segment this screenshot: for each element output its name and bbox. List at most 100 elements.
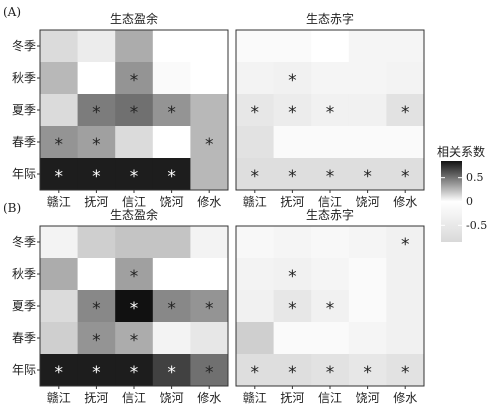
- heatmap-cell: [386, 94, 425, 127]
- heatmap-cell: [77, 62, 116, 95]
- significance-star: *: [130, 299, 139, 319]
- heatmap-cell: [40, 290, 78, 323]
- significance-star: *: [251, 363, 260, 383]
- significance-star: *: [55, 167, 64, 187]
- heatmap-cell: [236, 94, 274, 127]
- heatmap-cell: [152, 258, 191, 291]
- heatmap-cell: [348, 126, 387, 159]
- y-tick-label: 年际: [12, 363, 36, 377]
- heatmap-cell: [386, 62, 425, 95]
- heatmap-cell: [190, 290, 229, 323]
- heatmap-cell: [115, 322, 154, 355]
- heatmap-cell: [348, 30, 387, 63]
- facet-deficit: 生态赤字 * * * * * * * * * * 赣江 抚河 信江 饶河 修水: [235, 11, 425, 209]
- heatmap-cell: [77, 226, 116, 259]
- heatmap-cell: [40, 30, 78, 63]
- y-tick-label: 夏季: [12, 103, 36, 117]
- panel-label: (B): [3, 201, 21, 215]
- significance-star: *: [130, 363, 139, 383]
- heatmap-cell: [348, 226, 387, 259]
- heatmap-cell: [386, 354, 425, 387]
- heatmap-cell: [273, 322, 312, 355]
- heatmap-cell: [386, 258, 425, 291]
- colorbar-legend: 相关系数 0.5 0 -0.5: [437, 144, 487, 242]
- significance-star: *: [363, 167, 372, 187]
- significance-star: *: [167, 363, 176, 383]
- significance-star: *: [92, 135, 101, 155]
- heatmap-cell: [273, 158, 312, 191]
- significance-star: *: [288, 267, 297, 287]
- significance-star: *: [167, 299, 176, 319]
- heatmap-cell: [152, 226, 191, 259]
- heatmap-cell: [190, 258, 229, 291]
- x-tick-label: 赣江: [243, 391, 267, 405]
- heatmap-cell: [115, 354, 154, 387]
- heatmap-cell: [40, 226, 78, 259]
- heatmap-cell: [77, 354, 116, 387]
- significance-star: *: [92, 363, 101, 383]
- heatmap-cell: [77, 290, 116, 323]
- heatmap-cell: [236, 322, 274, 355]
- heatmap-cell: [152, 158, 191, 191]
- heatmap-cell: [273, 290, 312, 323]
- significance-star: *: [55, 135, 64, 155]
- heatmap-cell: [348, 62, 387, 95]
- heatmap-cell: [386, 322, 425, 355]
- heatmap-cell: [311, 94, 350, 127]
- panel-label: (A): [3, 5, 21, 19]
- significance-star: *: [401, 103, 410, 123]
- heatmap-cell: [273, 30, 312, 63]
- heatmap-cell: [190, 354, 229, 387]
- heatmap-cell: [348, 258, 387, 291]
- heatmap-cell: [77, 126, 116, 159]
- y-tick-label: 年际: [12, 167, 36, 181]
- colorbar-tick-label: -0.5: [466, 219, 487, 232]
- heatmap-cell: [152, 126, 191, 159]
- heatmap-cell: [273, 94, 312, 127]
- heatmap-cell: [115, 62, 154, 95]
- heatmap-cell: [236, 158, 274, 191]
- x-tick-label: 修水: [393, 194, 417, 209]
- significance-star: *: [401, 167, 410, 187]
- significance-star: *: [55, 363, 64, 383]
- x-tick-label: 抚河: [84, 391, 108, 405]
- x-tick-label: 信江: [122, 195, 146, 209]
- heatmap-cell: [236, 290, 274, 323]
- y-tick-label: 秋季: [12, 267, 36, 281]
- y-tick-label: 夏季: [12, 299, 36, 313]
- significance-star: *: [130, 71, 139, 91]
- heatmap-cell: [115, 30, 154, 63]
- heatmap-cell: [273, 354, 312, 387]
- heatmap-cell: [311, 226, 350, 259]
- heatmap-cell: [152, 30, 191, 63]
- heatmap-cell: [152, 62, 191, 95]
- x-tick-label: 饶河: [356, 195, 380, 209]
- heatmap-cell: [190, 62, 229, 95]
- significance-star: *: [326, 299, 335, 319]
- heatmap-cell: [152, 290, 191, 323]
- colorbar: [441, 161, 462, 242]
- heatmap-cell: [348, 354, 387, 387]
- heatmap-cell: [152, 322, 191, 355]
- heatmap-cell: [40, 126, 78, 159]
- y-tick-label: 冬季: [12, 38, 36, 53]
- significance-star: *: [326, 363, 335, 383]
- heatmap-cell: [348, 290, 387, 323]
- x-tick-label: 赣江: [47, 391, 71, 405]
- heatmap-cell: [115, 126, 154, 159]
- heatmap-cell: [40, 62, 78, 95]
- heatmap-cell: [348, 94, 387, 127]
- x-tick-label: 饶河: [356, 391, 380, 405]
- significance-star: *: [401, 363, 410, 383]
- heatmap-cell: [311, 322, 350, 355]
- x-tick-label: 抚河: [84, 195, 108, 209]
- significance-star: *: [92, 331, 101, 351]
- heatmap-cell: [236, 126, 274, 159]
- significance-star: *: [130, 331, 139, 351]
- x-tick-label: 抚河: [280, 391, 304, 405]
- heatmap-cell: [236, 62, 274, 95]
- x-tick-label: 抚河: [280, 195, 304, 209]
- heatmap-cell: [311, 30, 350, 63]
- legend-title: 相关系数: [437, 144, 485, 159]
